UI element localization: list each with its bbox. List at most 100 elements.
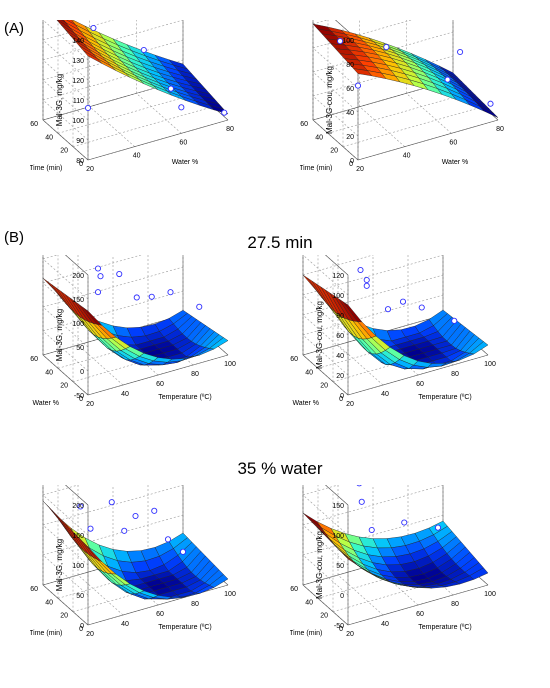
surface-cell xyxy=(209,337,229,350)
y-tick-label: 40 xyxy=(45,369,53,376)
z-tick-label: -50 xyxy=(334,623,344,630)
y-tick-label: 40 xyxy=(315,134,323,141)
x-tick-label: 40 xyxy=(121,391,129,398)
y-tick-label: 20 xyxy=(320,613,328,620)
z-tick-label: 50 xyxy=(336,563,344,570)
data-point xyxy=(94,265,102,272)
tick-labels: 020406080100120204060801000204060Tempera… xyxy=(290,273,496,408)
x-grid-line xyxy=(359,106,405,147)
y-tick-label: 40 xyxy=(45,599,53,606)
data-point xyxy=(444,76,451,83)
data-point xyxy=(418,304,425,311)
plot-b2-right: -50050100150204060801000204060Temperatur… xyxy=(290,485,496,638)
x-grid-line xyxy=(136,93,182,134)
data-point xyxy=(383,44,390,51)
panel-label-b: (B) xyxy=(4,229,24,246)
z-tick-label: 110 xyxy=(73,98,84,105)
x-axis-label: Temperature (ºC) xyxy=(158,624,212,631)
data-point xyxy=(151,507,158,514)
z-tick-label: 150 xyxy=(72,533,84,540)
plot-b1-left: -50050100150200204060801000204060Tempera… xyxy=(30,255,236,408)
z-grid-line xyxy=(42,20,115,41)
x-tick-label: 40 xyxy=(403,153,411,160)
z-tick-label: 100 xyxy=(332,533,344,540)
x-tick-label: 100 xyxy=(224,591,236,598)
y-tick-label: 20 xyxy=(60,613,68,620)
y-tick-label: 60 xyxy=(30,121,38,128)
box-edge xyxy=(42,584,89,626)
z-tick-label: 0 xyxy=(340,593,344,600)
x-tick-label: 80 xyxy=(191,601,199,608)
z-axis-label: Mal-3G-cou, mg/kg xyxy=(315,301,324,369)
z-grid-line xyxy=(302,554,349,596)
y-axis-label: Time (min) xyxy=(300,165,332,172)
data-point xyxy=(167,85,174,92)
y-grid-line xyxy=(327,93,469,134)
box-edge xyxy=(302,354,349,396)
y-axis-label: Time (min) xyxy=(30,630,62,637)
z-axis-label: Mal-3G-cou, mg/kg xyxy=(325,66,334,134)
y-grid-line xyxy=(342,106,484,147)
x-tick-label: 20 xyxy=(356,166,364,173)
data-points xyxy=(356,485,442,534)
data-point xyxy=(132,512,139,520)
x-tick-label: 40 xyxy=(121,621,129,628)
data-point xyxy=(354,82,362,89)
x-tick-label: 40 xyxy=(381,621,389,628)
box-edge xyxy=(357,119,499,161)
data-point xyxy=(94,289,102,296)
x-tick-label: 20 xyxy=(346,631,354,638)
y-tick-label: 0 xyxy=(79,626,83,633)
z-tick-label: 100 xyxy=(72,321,84,328)
box-edge xyxy=(42,119,89,161)
box-edge xyxy=(347,354,489,396)
x-tick-label: 80 xyxy=(496,126,504,133)
panel-label-a: (A) xyxy=(4,20,24,37)
surface-cell xyxy=(469,567,489,580)
x-tick-label: 20 xyxy=(86,401,94,408)
y-tick-label: 40 xyxy=(45,134,53,141)
box-edge xyxy=(65,485,89,506)
x-axis-label: Temperature (ºC) xyxy=(418,624,472,631)
x-tick-label: 60 xyxy=(416,381,424,388)
z-grid-line xyxy=(42,485,80,496)
y-tick-label: 0 xyxy=(339,396,343,403)
z-tick-label: 140 xyxy=(72,38,84,45)
surface xyxy=(312,23,499,118)
x-tick-label: 80 xyxy=(451,371,459,378)
z-axis-label: Mal-3G, mg/kg xyxy=(55,539,64,591)
surface xyxy=(42,278,229,366)
x-axis-label: Temperature (ºC) xyxy=(158,394,212,401)
tick-labels: -50050100150200204060801000204060Tempera… xyxy=(30,273,236,408)
surface xyxy=(56,20,229,115)
z-grid-line xyxy=(42,554,89,596)
z-tick-label: 40 xyxy=(346,110,354,117)
data-point xyxy=(121,527,128,534)
y-tick-label: 40 xyxy=(305,369,313,376)
data-point xyxy=(90,24,97,32)
y-tick-label: 60 xyxy=(290,356,298,363)
data-point xyxy=(337,38,344,45)
y-tick-label: 20 xyxy=(330,148,338,155)
data-points xyxy=(77,499,187,555)
y-axis-label: Water % xyxy=(292,400,319,407)
data-point xyxy=(358,498,365,505)
z-tick-label: 50 xyxy=(76,345,84,352)
box-edge xyxy=(312,119,359,161)
x-tick-label: 60 xyxy=(156,381,164,388)
x-axis-label: Temperature (ºC) xyxy=(418,394,472,401)
z-tick-label: 20 xyxy=(346,134,354,141)
y-grid-line xyxy=(72,106,214,147)
box-edge xyxy=(87,584,229,626)
data-point xyxy=(116,270,123,278)
data-point xyxy=(77,503,84,510)
z-grid-line xyxy=(302,255,375,276)
y-tick-label: 20 xyxy=(320,383,328,390)
z-axis-label: Mal-3G-cou, mg/kg xyxy=(315,531,324,599)
x-tick-label: 60 xyxy=(156,611,164,618)
z-tick-label: 100 xyxy=(72,118,84,125)
box-edge xyxy=(42,354,89,396)
z-tick-label: 130 xyxy=(72,58,84,65)
